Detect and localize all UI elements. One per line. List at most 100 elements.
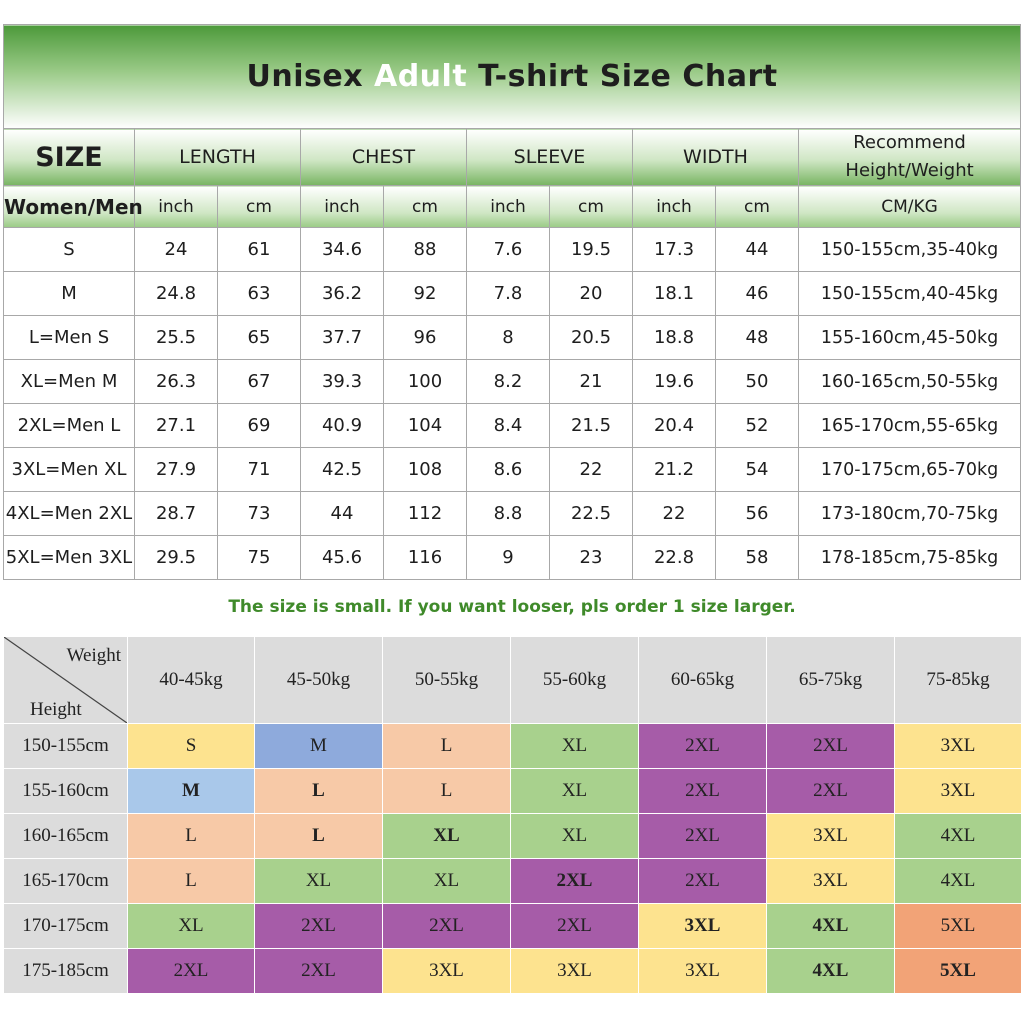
- size-recommend-cell: 5XL: [894, 903, 1022, 949]
- recommend-cell: 160-165cm,50-55kg: [797, 359, 1022, 404]
- size-row: 5XL=Men 3XL 29.5 75 45.6 116 9 23 22.8 58 178-185…: [3, 535, 1022, 580]
- size-recommend-cell: 2XL: [766, 768, 895, 814]
- header-row: SIZE LENGTH CHEST SLEEVE WIDTH Recommend…: [3, 128, 1022, 186]
- measure-cell: 44: [715, 227, 799, 272]
- measure-cell: 112: [383, 491, 467, 536]
- measure-cell: 22.8: [632, 535, 716, 580]
- measure-cell: 73: [217, 491, 301, 536]
- size-chart-table: Unisex Adult T-shirt Size Chart SIZE LEN…: [2, 24, 1022, 635]
- height-row: 160-165cm L L XL XL 2XL 3XL 4XL: [3, 813, 1022, 859]
- measure-cell: 20: [549, 271, 633, 316]
- chart-title-accent: Adult: [373, 59, 468, 94]
- recommend-cell: 155-160cm,45-50kg: [797, 315, 1022, 360]
- size-recommend-cell: 4XL: [766, 948, 895, 994]
- chart-title-pre: Unisex: [246, 59, 374, 94]
- size-recommend-cell: 3XL: [894, 723, 1022, 769]
- measure-cell: 25.5: [134, 315, 218, 360]
- height-row: 155-160cm M L L XL 2XL 2XL 3XL: [3, 768, 1022, 814]
- weight-header-cell: 60-65kg: [638, 636, 767, 724]
- measure-cell: 48: [715, 315, 799, 360]
- measure-cell: 88: [383, 227, 467, 272]
- weight-height-table: Weight Height 40-45kg 45-50kg 50-55kg 55-60…: [3, 636, 1022, 994]
- height-row: 175-185cm 2XL 2XL 3XL 3XL 3XL 4XL 5XL: [3, 948, 1022, 994]
- size-recommend-cell: L: [382, 768, 511, 814]
- size-recommend-cell: 3XL: [382, 948, 511, 994]
- size-recommend-cell: 2XL: [638, 858, 767, 904]
- size-rows: S 24 61 34.6 88 7.6 19.5 17.3 44 150-155cm,35-40k…: [3, 227, 1022, 580]
- recommend-header-line2: Height/Weight: [845, 160, 974, 181]
- corner-cell: Weight Height: [3, 636, 128, 724]
- measure-cell: 18.8: [632, 315, 716, 360]
- size-recommend-cell: 3XL: [510, 948, 639, 994]
- weight-header-cell: 40-45kg: [127, 636, 255, 724]
- size-recommend-cell: M: [127, 768, 255, 814]
- size-recommend-cell: L: [254, 813, 383, 859]
- size-recommend-cell: 3XL: [894, 768, 1022, 814]
- chest-header: CHEST: [300, 128, 467, 186]
- note-row: The size is small. If you want looser, p…: [4, 580, 1021, 635]
- sleeve-inch-unit: inch: [466, 185, 550, 228]
- measure-cell: 20.4: [632, 403, 716, 448]
- measure-cell: 9: [466, 535, 550, 580]
- measure-cell: 21.2: [632, 447, 716, 492]
- measure-cell: 28.7: [134, 491, 218, 536]
- size-recommend-cell: 2XL: [638, 723, 767, 769]
- size-row: 3XL=Men XL 27.9 71 42.5 108 8.6 22 21.2 54 170-17…: [3, 447, 1022, 492]
- size-recommend-cell: 2XL: [382, 903, 511, 949]
- measure-cell: 17.3: [632, 227, 716, 272]
- size-recommend-cell: XL: [510, 768, 639, 814]
- measure-cell: 100: [383, 359, 467, 404]
- height-row: 170-175cm XL 2XL 2XL 2XL 3XL 4XL 5XL: [3, 903, 1022, 949]
- size-recommend-cell: 2XL: [638, 768, 767, 814]
- measure-cell: 27.9: [134, 447, 218, 492]
- measure-cell: 69: [217, 403, 301, 448]
- women-men-header: Women/Men: [3, 185, 143, 228]
- size-recommend-cell: XL: [127, 903, 255, 949]
- recommend-cell: 178-185cm,75-85kg: [797, 535, 1022, 580]
- measure-cell: 27.1: [134, 403, 218, 448]
- size-recommend-cell: 4XL: [766, 903, 895, 949]
- measure-cell: 44: [300, 491, 384, 536]
- length-inch-unit: inch: [134, 185, 218, 228]
- measure-cell: 24.8: [134, 271, 218, 316]
- size-recommend-cell: 2XL: [638, 813, 767, 859]
- width-inch-unit: inch: [632, 185, 716, 228]
- measure-cell: 29.5: [134, 535, 218, 580]
- size-recommend-cell: L: [127, 813, 255, 859]
- size-row: S 24 61 34.6 88 7.6 19.5 17.3 44 150-155cm,35-40k…: [3, 227, 1022, 272]
- measure-cell: 7.8: [466, 271, 550, 316]
- measure-cell: 50: [715, 359, 799, 404]
- height-row: 165-170cm L XL XL 2XL 2XL 3XL 4XL: [3, 858, 1022, 904]
- height-label-cell: 175-185cm: [3, 948, 128, 994]
- measure-cell: 42.5: [300, 447, 384, 492]
- size-recommend-cell: 3XL: [638, 948, 767, 994]
- recommend-cell: 150-155cm,40-45kg: [797, 271, 1022, 316]
- size-row: L=Men S 25.5 65 37.7 96 8 20.5 18.8 48 155-160cm,…: [3, 315, 1022, 360]
- corner-weight-label: Weight: [66, 645, 121, 666]
- size-recommend-cell: 2XL: [510, 903, 639, 949]
- recommend-cell: 150-155cm,35-40kg: [797, 227, 1022, 272]
- measure-cell: 19.5: [549, 227, 633, 272]
- measure-cell: 22: [549, 447, 633, 492]
- size-label-cell: 2XL=Men L: [3, 403, 135, 448]
- corner-diagonal: [4, 637, 127, 723]
- size-label-cell: M: [3, 271, 135, 316]
- size-recommend-cell: XL: [254, 858, 383, 904]
- sleeve-header: SLEEVE: [466, 128, 633, 186]
- size-recommend-cell: XL: [510, 813, 639, 859]
- sleeve-cm-unit: cm: [549, 185, 633, 228]
- measure-cell: 45.6: [300, 535, 384, 580]
- size-recommend-cell: 3XL: [766, 813, 895, 859]
- size-recommend-cell: L: [127, 858, 255, 904]
- height-label-cell: 150-155cm: [3, 723, 128, 769]
- size-recommend-cell: 3XL: [766, 858, 895, 904]
- size-recommend-cell: 2XL: [127, 948, 255, 994]
- measure-cell: 23: [549, 535, 633, 580]
- measure-cell: 8.2: [466, 359, 550, 404]
- recommend-cell: 165-170cm,55-65kg: [797, 403, 1022, 448]
- size-recommend-cell: XL: [510, 723, 639, 769]
- measure-cell: 7.6: [466, 227, 550, 272]
- measure-cell: 56: [715, 491, 799, 536]
- size-recommend-cell: 3XL: [638, 903, 767, 949]
- weight-header-cell: 75-85kg: [894, 636, 1022, 724]
